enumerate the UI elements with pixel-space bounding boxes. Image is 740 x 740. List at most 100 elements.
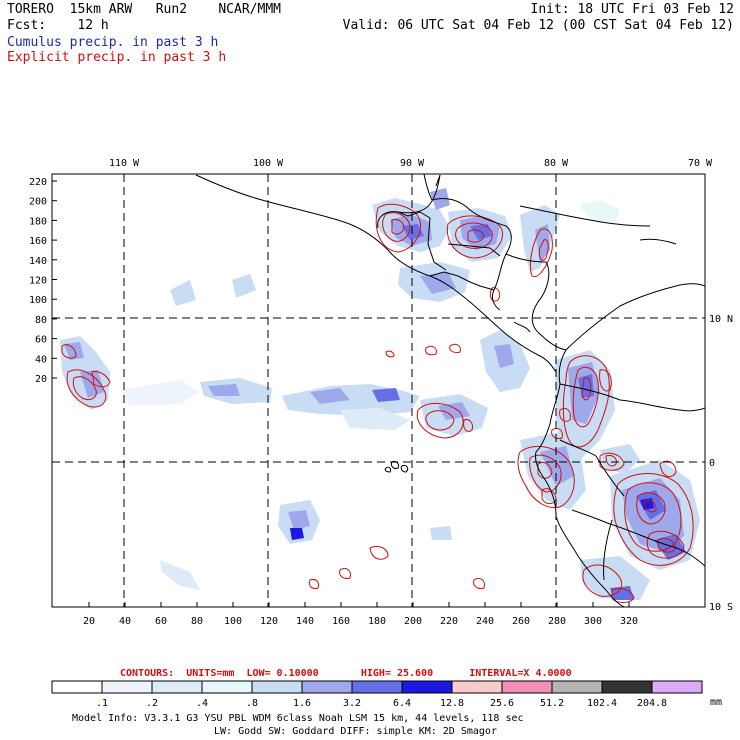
precip-area bbox=[430, 526, 452, 540]
yucatan-coastline bbox=[431, 197, 512, 311]
map-content bbox=[60, 174, 705, 607]
colorbar-swatch bbox=[601, 680, 653, 694]
precip-contour bbox=[605, 455, 617, 467]
colorbar-swatch bbox=[651, 680, 703, 694]
precip-contour bbox=[61, 344, 77, 359]
coastlines bbox=[195, 174, 705, 607]
x-tick-label: 200 bbox=[404, 616, 422, 627]
y-tick-label: 200 bbox=[29, 197, 47, 208]
y-tick-label: 140 bbox=[29, 256, 47, 267]
precip-contour bbox=[636, 492, 666, 525]
y-tick-label: 40 bbox=[35, 354, 47, 365]
x-tick-label: 260 bbox=[512, 616, 530, 627]
x-tick-label: 220 bbox=[440, 616, 458, 627]
x-tick-label: 300 bbox=[584, 616, 602, 627]
latitude-labels: 10 N 0 10 S bbox=[709, 314, 733, 613]
precip-contour bbox=[613, 473, 694, 566]
precip-contour bbox=[539, 239, 549, 261]
y-tick-label: 20 bbox=[35, 374, 47, 385]
precip-contour bbox=[309, 579, 319, 589]
model-resolution: 15km ARW bbox=[69, 2, 133, 17]
precip-contour bbox=[581, 377, 592, 401]
y-tick-label: 180 bbox=[29, 216, 47, 227]
yucatan-peninsula bbox=[423, 174, 441, 201]
valid-time: Valid: 06 UTC Sat 04 Feb 12 (00 CST Sat … bbox=[342, 18, 734, 33]
precip-contour bbox=[659, 460, 677, 478]
y-tick-label: 160 bbox=[29, 236, 47, 247]
colorbar-label: 12.8 bbox=[440, 698, 464, 708]
x-tick-label: 80 bbox=[191, 616, 203, 627]
caribbean-south-coastline bbox=[565, 283, 705, 351]
run-label: Run2 bbox=[155, 2, 188, 17]
precip-area bbox=[208, 384, 240, 396]
precip-area bbox=[580, 556, 650, 600]
colorbar-label: .4 bbox=[196, 698, 208, 708]
y-tick-label: 220 bbox=[29, 177, 47, 188]
latlon-grid bbox=[52, 174, 705, 607]
precip-contour bbox=[529, 228, 553, 278]
precip-contour bbox=[449, 343, 461, 353]
mexico-coastline bbox=[195, 174, 557, 373]
precip-contour bbox=[643, 499, 657, 513]
border bbox=[397, 211, 447, 271]
precip-contour bbox=[339, 567, 351, 579]
lon-label: 80 W bbox=[544, 158, 569, 169]
colorbar-swatch bbox=[51, 680, 103, 694]
colorbar-label: 51.2 bbox=[540, 698, 564, 708]
colorbar-swatch bbox=[351, 680, 403, 694]
precip-contour bbox=[517, 445, 575, 508]
precip-contour bbox=[463, 419, 473, 433]
hispaniola-coastline bbox=[639, 238, 677, 245]
colorbar-swatch bbox=[201, 680, 253, 694]
colorbar-label: 6.4 bbox=[393, 698, 411, 708]
colorbar-swatch bbox=[301, 680, 353, 694]
border bbox=[447, 243, 501, 257]
fcst-label: Fcst: bbox=[7, 18, 47, 33]
x-tick-label: 60 bbox=[155, 616, 167, 627]
precip-area bbox=[64, 342, 84, 360]
precip-contour bbox=[572, 366, 599, 428]
precip-contour bbox=[391, 219, 405, 235]
colombia-coastline bbox=[535, 349, 625, 607]
precip-area bbox=[288, 510, 310, 530]
contour-interval: INTERVAL=X 4.0000 bbox=[469, 668, 572, 679]
colorbar-label: 102.4 bbox=[587, 698, 617, 708]
precip-contour bbox=[489, 287, 501, 302]
contour-low: LOW= 0.10000 bbox=[246, 668, 319, 679]
precip-contour bbox=[455, 222, 493, 249]
colorbar-label: .1 bbox=[96, 698, 108, 708]
y-tick-label: 80 bbox=[35, 315, 47, 326]
x-axis: 20 40 60 80 100 120 140 160 180 200 220 240 260 280 30… bbox=[83, 602, 638, 627]
precip-area bbox=[494, 344, 514, 368]
precip-contour bbox=[537, 461, 553, 479]
precip-contour bbox=[599, 369, 612, 392]
precip-contour bbox=[551, 427, 563, 439]
model-info: Model Info: V3.3.1 G3 YSU PBL WDM 6class… bbox=[72, 713, 524, 724]
border bbox=[513, 321, 531, 333]
lat-label: 10 N bbox=[709, 314, 733, 325]
precip-area bbox=[170, 280, 196, 306]
cuba-coastline bbox=[519, 205, 651, 227]
colorbar-label: .2 bbox=[146, 698, 158, 708]
border bbox=[595, 455, 625, 497]
map-frame bbox=[51, 173, 706, 608]
precip-contour bbox=[467, 229, 485, 243]
precip-contour bbox=[529, 454, 562, 493]
x-tick-label: 140 bbox=[296, 616, 314, 627]
precip-contour bbox=[559, 407, 571, 422]
colorbar-swatch bbox=[551, 680, 603, 694]
longitude-labels: 110 W 100 W 90 W 80 W 70 W bbox=[109, 158, 713, 169]
x-tick-label: 20 bbox=[83, 616, 95, 627]
lon-label: 110 W bbox=[109, 158, 140, 169]
y-tick-label: 60 bbox=[35, 335, 47, 346]
precip-contour bbox=[425, 345, 437, 356]
y-tick-label: 100 bbox=[29, 295, 47, 306]
precip-contour bbox=[382, 212, 411, 242]
colorbar-label: .8 bbox=[246, 698, 258, 708]
precip-contour bbox=[416, 403, 464, 439]
precip-area bbox=[232, 274, 256, 298]
precip-contour bbox=[562, 355, 610, 448]
precip-contour bbox=[66, 369, 107, 408]
forecast-hour: Fcst: 12 h bbox=[7, 19, 109, 33]
colorbar-swatch bbox=[151, 680, 203, 694]
